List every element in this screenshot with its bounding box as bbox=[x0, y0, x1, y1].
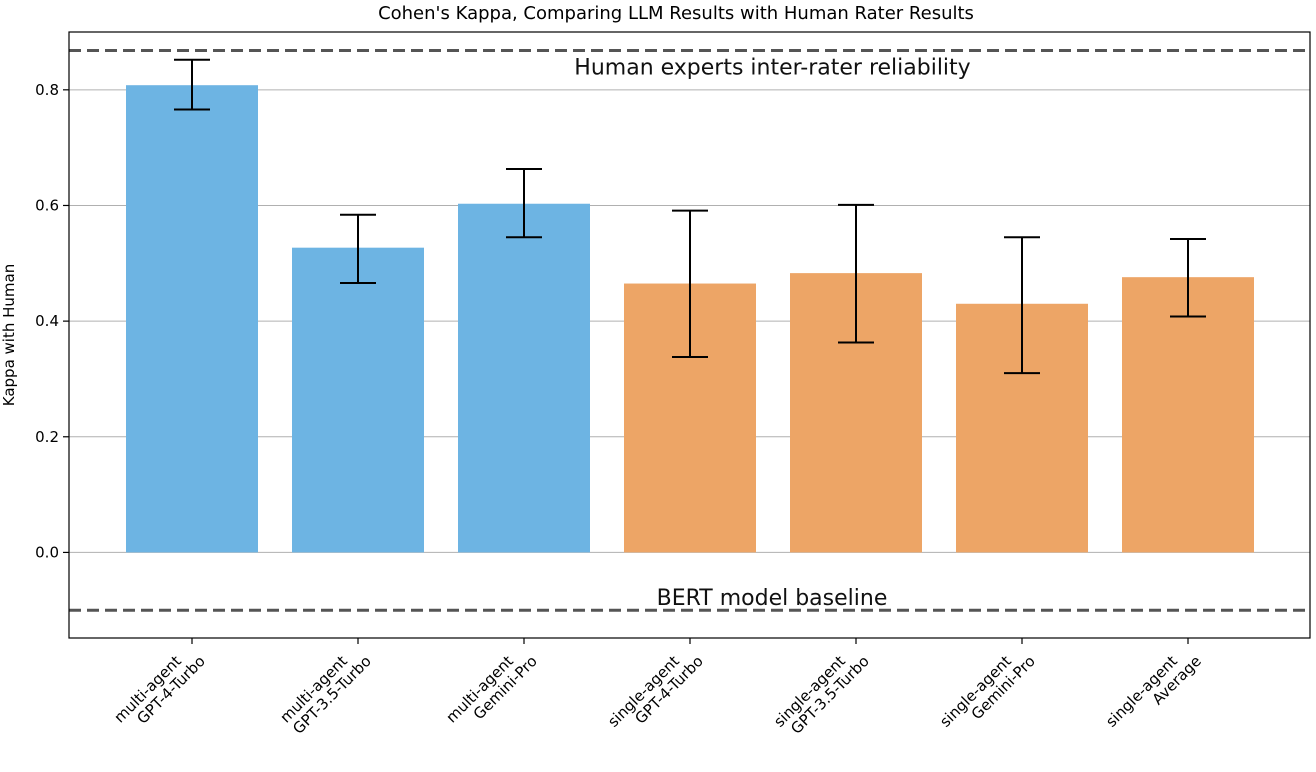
bar bbox=[292, 247, 424, 553]
x-tick-label: single-agentGemini-Pro bbox=[936, 640, 1039, 743]
x-tick-label: multi-agentGemini-Pro bbox=[443, 640, 541, 738]
x-tick-label: single-agentGPT-4-Turbo bbox=[604, 640, 707, 743]
bar bbox=[458, 203, 590, 553]
x-tick-label: multi-agentGPT-4-Turbo bbox=[111, 640, 209, 738]
y-tick-label: 0.6 bbox=[35, 196, 59, 214]
y-tick-label: 0.2 bbox=[35, 428, 59, 446]
bar bbox=[126, 85, 258, 553]
y-tick-label: 0.4 bbox=[35, 312, 59, 330]
error-bar-layer bbox=[174, 58, 1206, 375]
reference-line-label: BERT model baseline bbox=[657, 586, 888, 611]
y-axis-ticks: 0.0 0.2 0.4 0.6 0.8 bbox=[35, 81, 69, 561]
x-tick-label: single-agentAverage bbox=[1102, 640, 1205, 743]
bar-layer bbox=[126, 85, 1254, 553]
y-axis-label: Kappa with Human bbox=[0, 264, 18, 406]
reference-line-layer: Human experts inter-rater reliability BER… bbox=[69, 49, 1310, 612]
y-tick-label: 0.0 bbox=[35, 543, 59, 561]
x-tick-label: single-agentGPT-3.5-Turbo bbox=[770, 640, 873, 743]
y-tick-label: 0.8 bbox=[35, 81, 59, 99]
x-tick-label: multi-agentGPT-3.5-Turbo bbox=[277, 640, 375, 738]
reference-line-label: Human experts inter-rater reliability bbox=[574, 56, 970, 81]
bar bbox=[1122, 277, 1254, 553]
x-axis-ticks: multi-agentGPT-4-Turbo multi-agentGPT-3.5… bbox=[111, 638, 1205, 743]
chart-title: Cohen's Kappa, Comparing LLM Results wit… bbox=[378, 3, 974, 24]
